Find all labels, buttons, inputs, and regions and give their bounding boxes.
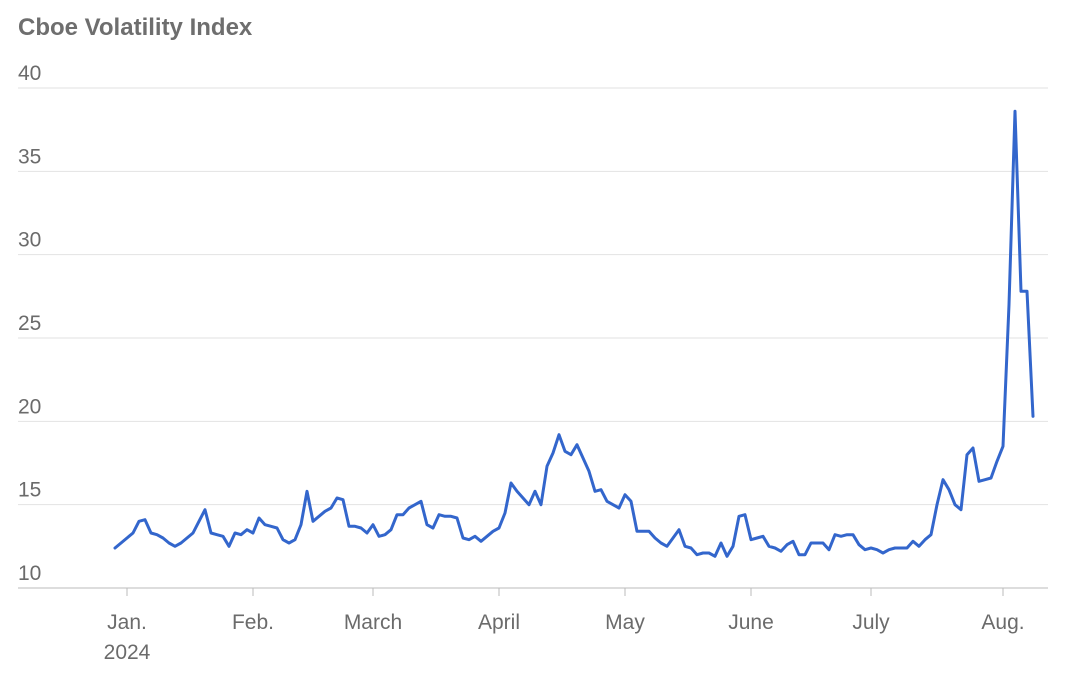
y-tick-label: 25: [18, 312, 41, 335]
y-tick-label: 35: [18, 145, 41, 168]
y-tick-label: 15: [18, 479, 41, 502]
x-tick-label: April: [478, 611, 520, 634]
y-tick-label: 40: [18, 62, 41, 85]
x-tick-label: Jan. 2024: [104, 611, 151, 664]
x-tick-label: July: [852, 611, 890, 634]
x-tick-label: Feb.: [232, 611, 274, 634]
y-tick-label: 10: [18, 562, 41, 585]
x-tick-label: June: [728, 611, 774, 634]
y-tick-label: 20: [18, 395, 41, 418]
chart-title: Cboe Volatility Index: [18, 14, 253, 41]
series-line: [113, 109, 1035, 558]
x-tick-label: Aug.: [981, 611, 1024, 634]
x-tick-label: March: [344, 611, 402, 634]
y-tick-label: 30: [18, 229, 41, 252]
x-tick-label: May: [605, 611, 645, 634]
